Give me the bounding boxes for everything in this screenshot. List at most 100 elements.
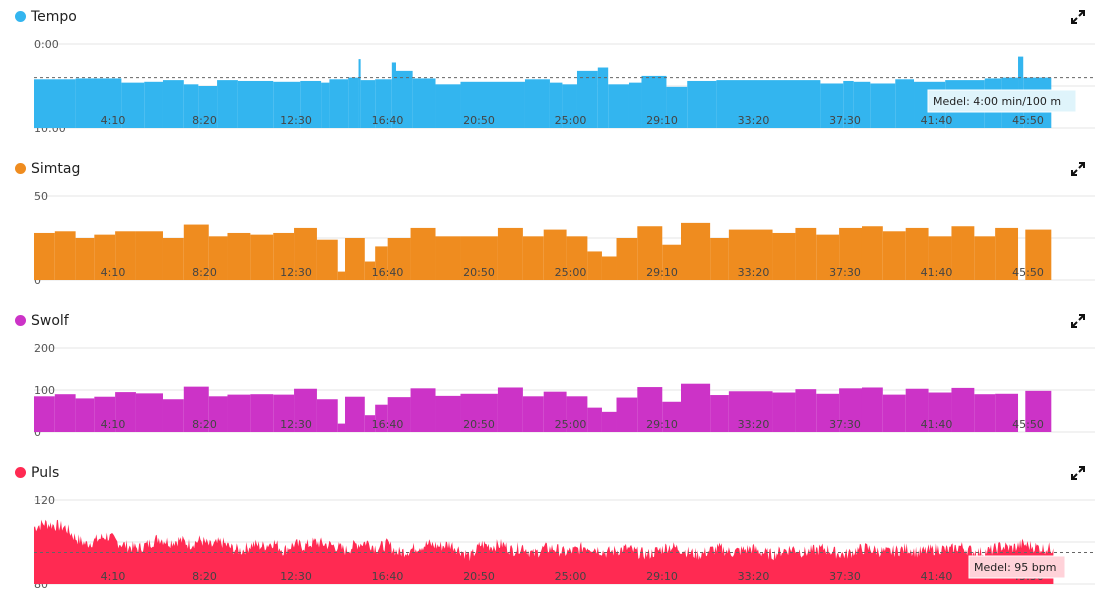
bar xyxy=(387,397,411,432)
bar xyxy=(435,84,461,128)
bar xyxy=(616,397,638,432)
average-badge xyxy=(968,555,1066,579)
bar xyxy=(728,391,773,432)
bar xyxy=(144,81,163,128)
bar xyxy=(616,238,638,280)
swolf-header: Swolf xyxy=(0,304,1103,334)
bar xyxy=(951,387,975,432)
bar xyxy=(227,394,251,432)
x-tick-label: 25:00 xyxy=(555,266,587,279)
x-tick-label: 41:40 xyxy=(921,570,953,583)
x-tick-label: 8:20 xyxy=(192,570,217,583)
average-badge xyxy=(927,89,1077,113)
bar xyxy=(391,62,396,129)
x-tick-label: 8:20 xyxy=(192,266,217,279)
bar xyxy=(522,396,544,432)
bar xyxy=(628,82,642,128)
x-tick-label: 33:20 xyxy=(738,570,770,583)
bar xyxy=(870,83,896,128)
bar xyxy=(716,80,821,128)
bar xyxy=(522,236,544,280)
x-tick-label: 45:50 xyxy=(1012,418,1044,431)
simtag-legend-dot xyxy=(15,163,26,174)
bar xyxy=(135,231,163,280)
bar xyxy=(839,388,862,432)
expand-icon[interactable] xyxy=(1070,313,1086,329)
bar xyxy=(608,84,629,128)
x-tick-label: 16:40 xyxy=(372,266,404,279)
x-tick-label: 41:40 xyxy=(921,418,953,431)
x-tick-label: 33:20 xyxy=(738,266,770,279)
bar xyxy=(662,244,682,280)
tempo-title: Tempo xyxy=(31,9,77,25)
x-tick-label: 4:10 xyxy=(101,570,126,583)
bar xyxy=(795,389,817,432)
bar xyxy=(816,234,840,280)
bar xyxy=(227,232,251,280)
x-tick-label: 20:50 xyxy=(463,418,495,431)
bar xyxy=(974,236,996,280)
x-tick-label: 25:00 xyxy=(555,418,587,431)
swolf-panel: Swolf 200 100 0 4:10 8:20 12:30 16:40 20:50 25:0… xyxy=(0,304,1103,456)
x-tick-label: 37:30 xyxy=(829,418,861,431)
bar xyxy=(294,227,317,280)
x-tick-label: 8:20 xyxy=(192,418,217,431)
x-tick-label: 37:30 xyxy=(829,570,861,583)
bar xyxy=(543,229,567,280)
bar xyxy=(601,256,617,280)
x-tick-label: 37:30 xyxy=(829,114,861,127)
bar xyxy=(1025,229,1052,280)
bar xyxy=(710,395,729,432)
bar xyxy=(94,396,116,432)
bar xyxy=(94,234,116,280)
bar xyxy=(687,80,717,128)
swolf-legend-dot xyxy=(15,315,26,326)
bar xyxy=(601,411,617,432)
bar xyxy=(360,80,376,128)
bar xyxy=(375,246,388,280)
bar xyxy=(435,395,461,432)
bar xyxy=(576,70,598,128)
bar xyxy=(681,222,711,280)
x-tick-label: 33:20 xyxy=(738,418,770,431)
expand-icon[interactable] xyxy=(1070,465,1086,481)
bar xyxy=(905,227,929,280)
y-tick-label: 200 xyxy=(34,342,55,355)
bar xyxy=(460,81,525,128)
bar xyxy=(412,78,436,128)
x-tick-label: 25:00 xyxy=(555,114,587,127)
x-tick-label: 20:50 xyxy=(463,266,495,279)
bar xyxy=(358,59,361,128)
bar xyxy=(208,236,228,280)
bar xyxy=(75,398,95,432)
simtag-chart: 502504:108:2012:3016:4020:5025:0029:1033… xyxy=(34,190,1095,287)
pulse-area xyxy=(34,519,1054,584)
bar xyxy=(387,238,411,280)
series-marks xyxy=(34,519,1054,584)
tempo-panel: Tempo 0:005:0010:004:108:2012:3016:4020:… xyxy=(0,0,1103,152)
bar xyxy=(895,79,915,128)
x-tick-label: 16:40 xyxy=(372,570,404,583)
simtag-header: Simtag xyxy=(0,152,1103,182)
bar xyxy=(34,79,76,128)
bar xyxy=(637,387,663,432)
bar xyxy=(587,251,602,280)
bar xyxy=(54,231,76,280)
bar xyxy=(641,75,667,128)
expand-icon[interactable] xyxy=(1070,9,1086,25)
bar xyxy=(681,383,711,432)
bar xyxy=(208,396,228,432)
bar xyxy=(587,407,602,432)
bar xyxy=(198,86,218,128)
bar xyxy=(637,226,663,280)
bar xyxy=(839,227,862,280)
swolf-chart: 200 100 0 4:10 8:20 12:30 16:40 20:50 25:00 29:10… xyxy=(34,342,1095,439)
bar xyxy=(337,423,346,432)
swolf-title: Swolf xyxy=(31,313,69,329)
bar xyxy=(250,234,274,280)
series-marks xyxy=(34,222,1052,280)
x-tick-label: 20:50 xyxy=(463,570,495,583)
bar xyxy=(549,82,563,128)
expand-icon[interactable] xyxy=(1070,161,1086,177)
x-tick-label: 20:50 xyxy=(463,114,495,127)
